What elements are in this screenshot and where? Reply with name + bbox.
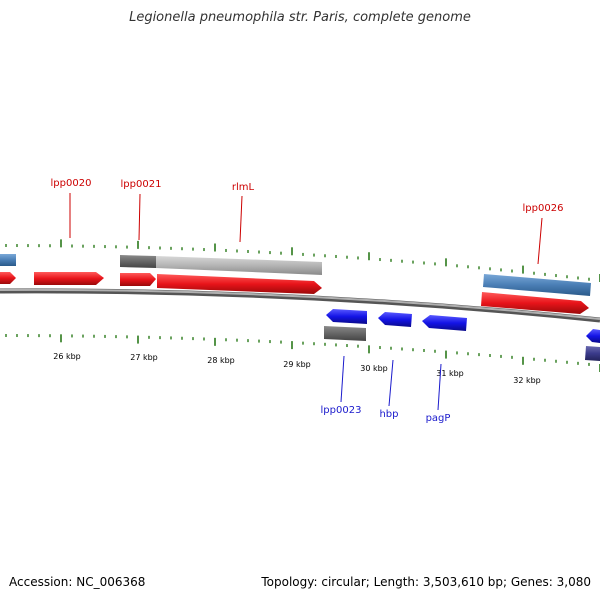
gene-arrow-reverse: [378, 312, 412, 327]
ruler-labels: 26 kbp 27 kbp 28 kbp 29 kbp 30 kbp 31 kb…: [53, 352, 541, 385]
reverse-gene-labels: lpp0023 hbp pagP: [321, 355, 451, 424]
genome-summary-text: Topology: circular; Length: 3,503,610 bp…: [261, 575, 591, 589]
ruler-label: 32 kbp: [513, 376, 541, 385]
gray-feature: [156, 256, 322, 275]
gene-arrow: [120, 273, 156, 286]
gene-arrow-reverse: [326, 309, 367, 324]
steel-feature-left: [0, 254, 16, 266]
gray-feature: [120, 255, 156, 268]
lower-tick-track: [5, 334, 600, 372]
ruler-label: 29 kbp: [283, 360, 311, 369]
ruler-label: 27 kbp: [130, 353, 158, 362]
backbone: [0, 288, 600, 323]
ruler-label: 30 kbp: [360, 364, 388, 373]
gene-arrow: [0, 272, 16, 284]
forward-gene-labels: lpp0020 lpp0021 rlmL lpp0026: [51, 178, 564, 265]
steel-feature: [483, 274, 591, 296]
upper-tick-track: [5, 239, 600, 282]
gene-arrow: [34, 272, 104, 285]
gene-label: lpp0020: [51, 178, 92, 189]
gene-label: pagP: [426, 413, 451, 424]
gene-arrow-reverse: [422, 315, 467, 331]
accession-text: Accession: NC_006368: [9, 575, 146, 589]
gene-arrow-reverse: [586, 329, 600, 343]
ruler-label: 31 kbp: [436, 369, 464, 378]
navy-feature: [585, 346, 600, 361]
ruler-label: 26 kbp: [53, 352, 81, 361]
gene-label: hbp: [379, 409, 398, 420]
gene-label: rlmL: [232, 182, 255, 193]
gene-label: lpp0021: [121, 179, 162, 190]
ruler-label: 28 kbp: [207, 356, 235, 365]
gray-feature: [324, 326, 366, 341]
gene-arrow: [481, 292, 589, 314]
gene-label: lpp0026: [523, 203, 564, 214]
reverse-features: [324, 309, 600, 361]
map-title: Legionella pneumophila str. Paris, compl…: [129, 10, 471, 25]
gene-label: lpp0023: [321, 405, 362, 416]
gene-arrow: [157, 274, 322, 294]
forward-features: [0, 254, 591, 314]
